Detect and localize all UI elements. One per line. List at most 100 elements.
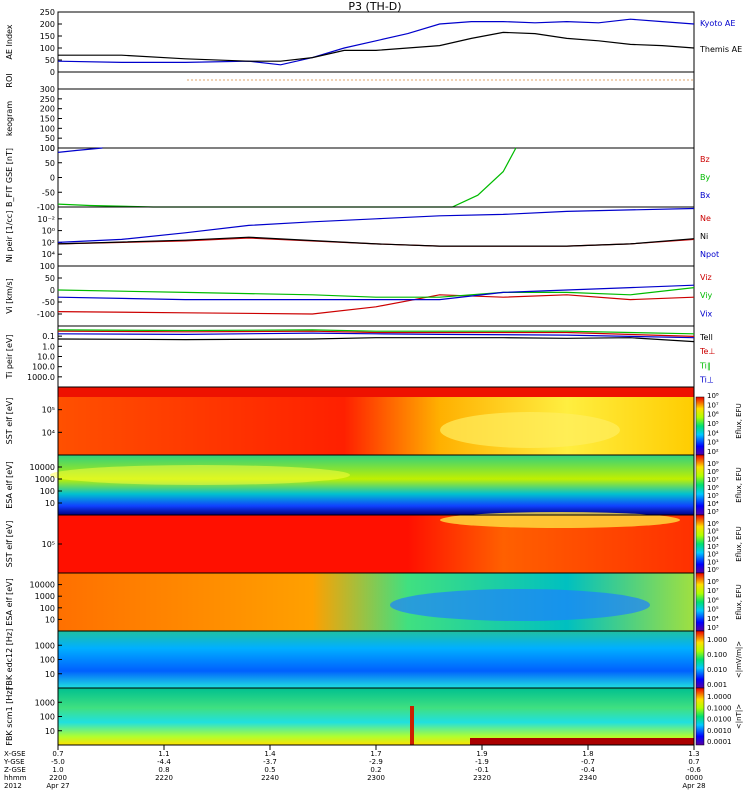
roi-dot bbox=[415, 79, 417, 81]
roi-dot bbox=[343, 79, 345, 81]
roi-dot bbox=[579, 79, 581, 81]
roi-dot bbox=[223, 79, 225, 81]
roi-dot bbox=[439, 79, 441, 81]
bfit-tick-label: 50 bbox=[45, 159, 55, 168]
x-axis-tick-label: 0.7 bbox=[688, 758, 699, 766]
sst_electron-ylabel: SST elf [eV] bbox=[5, 398, 14, 445]
roi-dot bbox=[351, 79, 353, 81]
roi-dot bbox=[471, 79, 473, 81]
roi-dot bbox=[603, 79, 605, 81]
esa_electron-colorbar-tick: 10³ bbox=[707, 508, 719, 516]
velocity-tick-label: 50 bbox=[45, 274, 55, 283]
roi-dot bbox=[315, 79, 317, 81]
x-axis-tick-label: 0000 bbox=[685, 774, 703, 782]
esa_electron-colorbar-label: Eflux, EFU bbox=[735, 467, 743, 502]
x-axis-tick-label: -0.7 bbox=[581, 758, 595, 766]
roi-dot bbox=[451, 79, 453, 81]
density-tick-label: 10⁰ bbox=[42, 227, 55, 236]
roi-dot bbox=[195, 79, 197, 81]
roi-dot bbox=[583, 79, 585, 81]
roi-dot bbox=[443, 79, 445, 81]
keogram-ylabel: keogram bbox=[5, 101, 14, 136]
roi-dot bbox=[495, 79, 497, 81]
roi-dot bbox=[319, 79, 321, 81]
velocity-series-Vix bbox=[57, 284, 695, 301]
x-axis-tick-label: -0.4 bbox=[581, 766, 595, 774]
sst_ion-colorbar-tick: 10³ bbox=[707, 543, 719, 551]
panel-velocity: Vi [km/s] -100 -50 0 50 100 Viz Viy Vix bbox=[5, 262, 713, 327]
roi-dot bbox=[487, 79, 489, 81]
sst_ion-colorbar-tick: 10⁵ bbox=[707, 528, 719, 536]
x-axis-tick-label: 0.8 bbox=[158, 766, 169, 774]
roi-dot bbox=[215, 79, 217, 81]
roi-dot bbox=[551, 79, 553, 81]
roi-dot bbox=[611, 79, 613, 81]
velocity-series-Viy bbox=[57, 287, 695, 298]
esa_electron-colorbar-tick: 10⁹ bbox=[707, 460, 719, 468]
velocity-legend-Vix: Vix bbox=[700, 309, 713, 318]
velocity-tick-label: -50 bbox=[42, 298, 55, 307]
x-axis-tick-label: 0.2 bbox=[370, 766, 381, 774]
plot-title: P3 (TH-D) bbox=[348, 0, 401, 13]
esa_ion-colorbar-tick: 10³ bbox=[707, 624, 719, 632]
temperature-series-Ti⊥ bbox=[57, 332, 695, 339]
ae-tick-label: 100 bbox=[40, 44, 55, 53]
roi-dot bbox=[411, 79, 413, 81]
roi-dot bbox=[219, 79, 221, 81]
roi-dot bbox=[431, 79, 433, 81]
velocity-frame bbox=[57, 265, 695, 327]
x-axis-tick-label: 2340 bbox=[579, 774, 597, 782]
ae-frame bbox=[57, 11, 695, 73]
panel-ae: AE Index 0 50 100 150 200 250 Kyoto AE Themis AE bbox=[5, 8, 742, 77]
roi-dot bbox=[275, 79, 277, 81]
sst_ion-ylabel: SST elf [eV] bbox=[5, 521, 14, 568]
esa_electron-colorbar-tick: 10⁶ bbox=[707, 484, 719, 492]
x-axis-layer: X-GSEY-GSEZ-GSEhhmm20120.7-5.01.02200Apr… bbox=[3, 745, 706, 790]
x-axis-tick-label: 1.4 bbox=[264, 750, 276, 758]
temperature-tick-label: 0.1 bbox=[42, 332, 55, 341]
esa_electron-colorbar-tick: 10⁸ bbox=[707, 468, 719, 476]
sst_ion-colorbar-tick: 10² bbox=[707, 551, 719, 559]
roi-dot bbox=[187, 79, 189, 81]
esa_electron-ylabel: ESA elf [eV] bbox=[5, 461, 14, 508]
temperature-ylabel: Ti peir [eV] bbox=[5, 334, 14, 379]
roi-dot bbox=[299, 79, 301, 81]
fbk_edc12-colorbar-tick: 0.010 bbox=[707, 666, 727, 674]
roi-dot bbox=[231, 79, 233, 81]
x-axis-tick-label: 1.0 bbox=[52, 766, 63, 774]
roi-dot bbox=[463, 79, 465, 81]
bfit-tick-label: 0 bbox=[50, 174, 55, 183]
esa_ion-tick-label: 10 bbox=[45, 615, 55, 624]
colorbars bbox=[695, 396, 705, 746]
roi-dot bbox=[491, 79, 493, 81]
fbk_scm1-tick-label: 1000 bbox=[35, 698, 55, 707]
sst_ion-colorbar-tick: 10⁴ bbox=[707, 535, 719, 543]
sst_ion-colorbar-tick: 10⁶ bbox=[707, 520, 719, 528]
roi-dot bbox=[659, 79, 661, 81]
roi-dot bbox=[375, 79, 377, 81]
density-legend-Ni: Ni bbox=[700, 232, 708, 241]
roi-dot bbox=[687, 79, 689, 81]
x-axis-tick-label: -3.7 bbox=[263, 758, 277, 766]
roi-dot bbox=[407, 79, 409, 81]
roi-dot bbox=[635, 79, 637, 81]
sst_electron-colorbar-label: Eflux, EFU bbox=[735, 403, 743, 438]
keogram-tick-label: 150 bbox=[40, 115, 55, 124]
roi-dot bbox=[515, 79, 517, 81]
ae-tick-label: 200 bbox=[40, 20, 55, 29]
roi-dot bbox=[295, 79, 297, 81]
roi-dot bbox=[271, 79, 273, 81]
esa_ion-colorbar-tick: 10⁴ bbox=[707, 615, 719, 623]
velocity-tick-label: 100 bbox=[40, 262, 55, 271]
roi-dot bbox=[331, 79, 333, 81]
roi-dot bbox=[567, 79, 569, 81]
fbk_edc12-tick-label: 10 bbox=[45, 670, 55, 679]
fbk_scm1-colorbar-tick: 0.0100 bbox=[707, 716, 732, 724]
ae-tick-label: 50 bbox=[45, 56, 55, 65]
roi-dot bbox=[459, 79, 461, 81]
roi-dot bbox=[527, 79, 529, 81]
roi-dot bbox=[571, 79, 573, 81]
roi-dot bbox=[383, 79, 385, 81]
ae-legend-Kyoto AE: Kyoto AE bbox=[700, 19, 735, 28]
roi-dot bbox=[355, 79, 357, 81]
